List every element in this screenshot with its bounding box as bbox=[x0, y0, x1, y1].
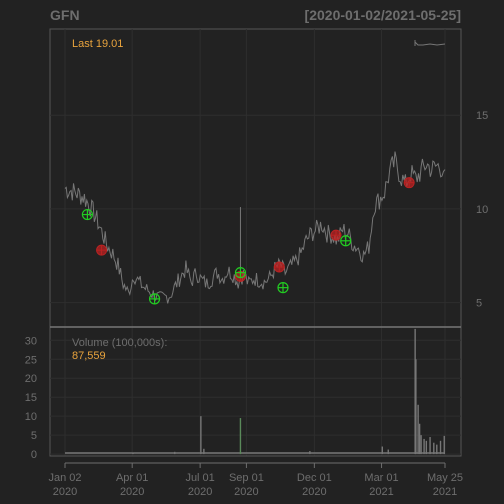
volume-tick-label: 20 bbox=[25, 373, 37, 385]
x-tick-label: May 25 bbox=[427, 472, 463, 484]
x-tick-label: Jan 02 bbox=[48, 472, 81, 484]
x-tick-label: Jul 01 bbox=[185, 472, 214, 484]
price-tick-label: 10 bbox=[476, 204, 488, 216]
buy-signal-marker bbox=[277, 282, 289, 294]
volume-last-value: 87,559 bbox=[72, 350, 106, 362]
chart-title: GFN bbox=[50, 7, 80, 23]
x-tick-label: Apr 01 bbox=[116, 472, 148, 484]
mini-sparkline-icon bbox=[414, 40, 446, 46]
last-price-label: Last 19.01 bbox=[72, 38, 123, 50]
volume-tick-label: 5 bbox=[31, 430, 37, 442]
x-tick-label: Sep 01 bbox=[229, 472, 264, 484]
x-tick-label: Mar 01 bbox=[364, 472, 398, 484]
volume-label: Volume (100,000s): bbox=[72, 337, 167, 349]
buy-signal-marker bbox=[340, 235, 352, 247]
x-axis: Jan 02 2020 Apr 01 2020 Jul 01 2020 Sep 01 2020… bbox=[48, 462, 463, 498]
x-tick-year: 2020 bbox=[53, 486, 77, 498]
x-tick-year: 2020 bbox=[188, 486, 212, 498]
sell-signal-marker bbox=[273, 261, 285, 273]
volume-panel: 0 5 10 15 20 25 30 Volume (100,000s): 87,559 bbox=[25, 326, 462, 461]
buy-signal-marker bbox=[234, 267, 247, 279]
volume-tick-label: 0 bbox=[31, 449, 37, 461]
x-tick-year: 2021 bbox=[369, 486, 393, 498]
buy-signal-marker bbox=[148, 293, 161, 305]
x-tick-year: 2020 bbox=[234, 486, 258, 498]
sell-signal-marker bbox=[330, 229, 342, 241]
sell-signal-marker bbox=[96, 244, 108, 256]
x-tick-label: Dec 01 bbox=[297, 472, 332, 484]
price-panel: 5 10 15 Last 19.01 bbox=[49, 28, 488, 456]
x-tick-year: 2021 bbox=[433, 486, 457, 498]
x-tick-year: 2020 bbox=[302, 486, 326, 498]
date-range-label: [2020-01-02/2021-05-25] bbox=[305, 7, 461, 23]
volume-tick-label: 10 bbox=[25, 411, 37, 423]
sell-signal-marker bbox=[403, 177, 415, 189]
buy-signal-marker bbox=[81, 208, 93, 221]
x-tick-year: 2020 bbox=[120, 486, 144, 498]
price-series-line bbox=[64, 151, 446, 304]
volume-tick-label: 30 bbox=[25, 335, 37, 347]
volume-tick-label: 25 bbox=[25, 354, 37, 366]
volume-tick-label: 15 bbox=[25, 392, 37, 404]
price-tick-label: 15 bbox=[476, 110, 488, 122]
price-tick-label: 5 bbox=[476, 298, 482, 310]
